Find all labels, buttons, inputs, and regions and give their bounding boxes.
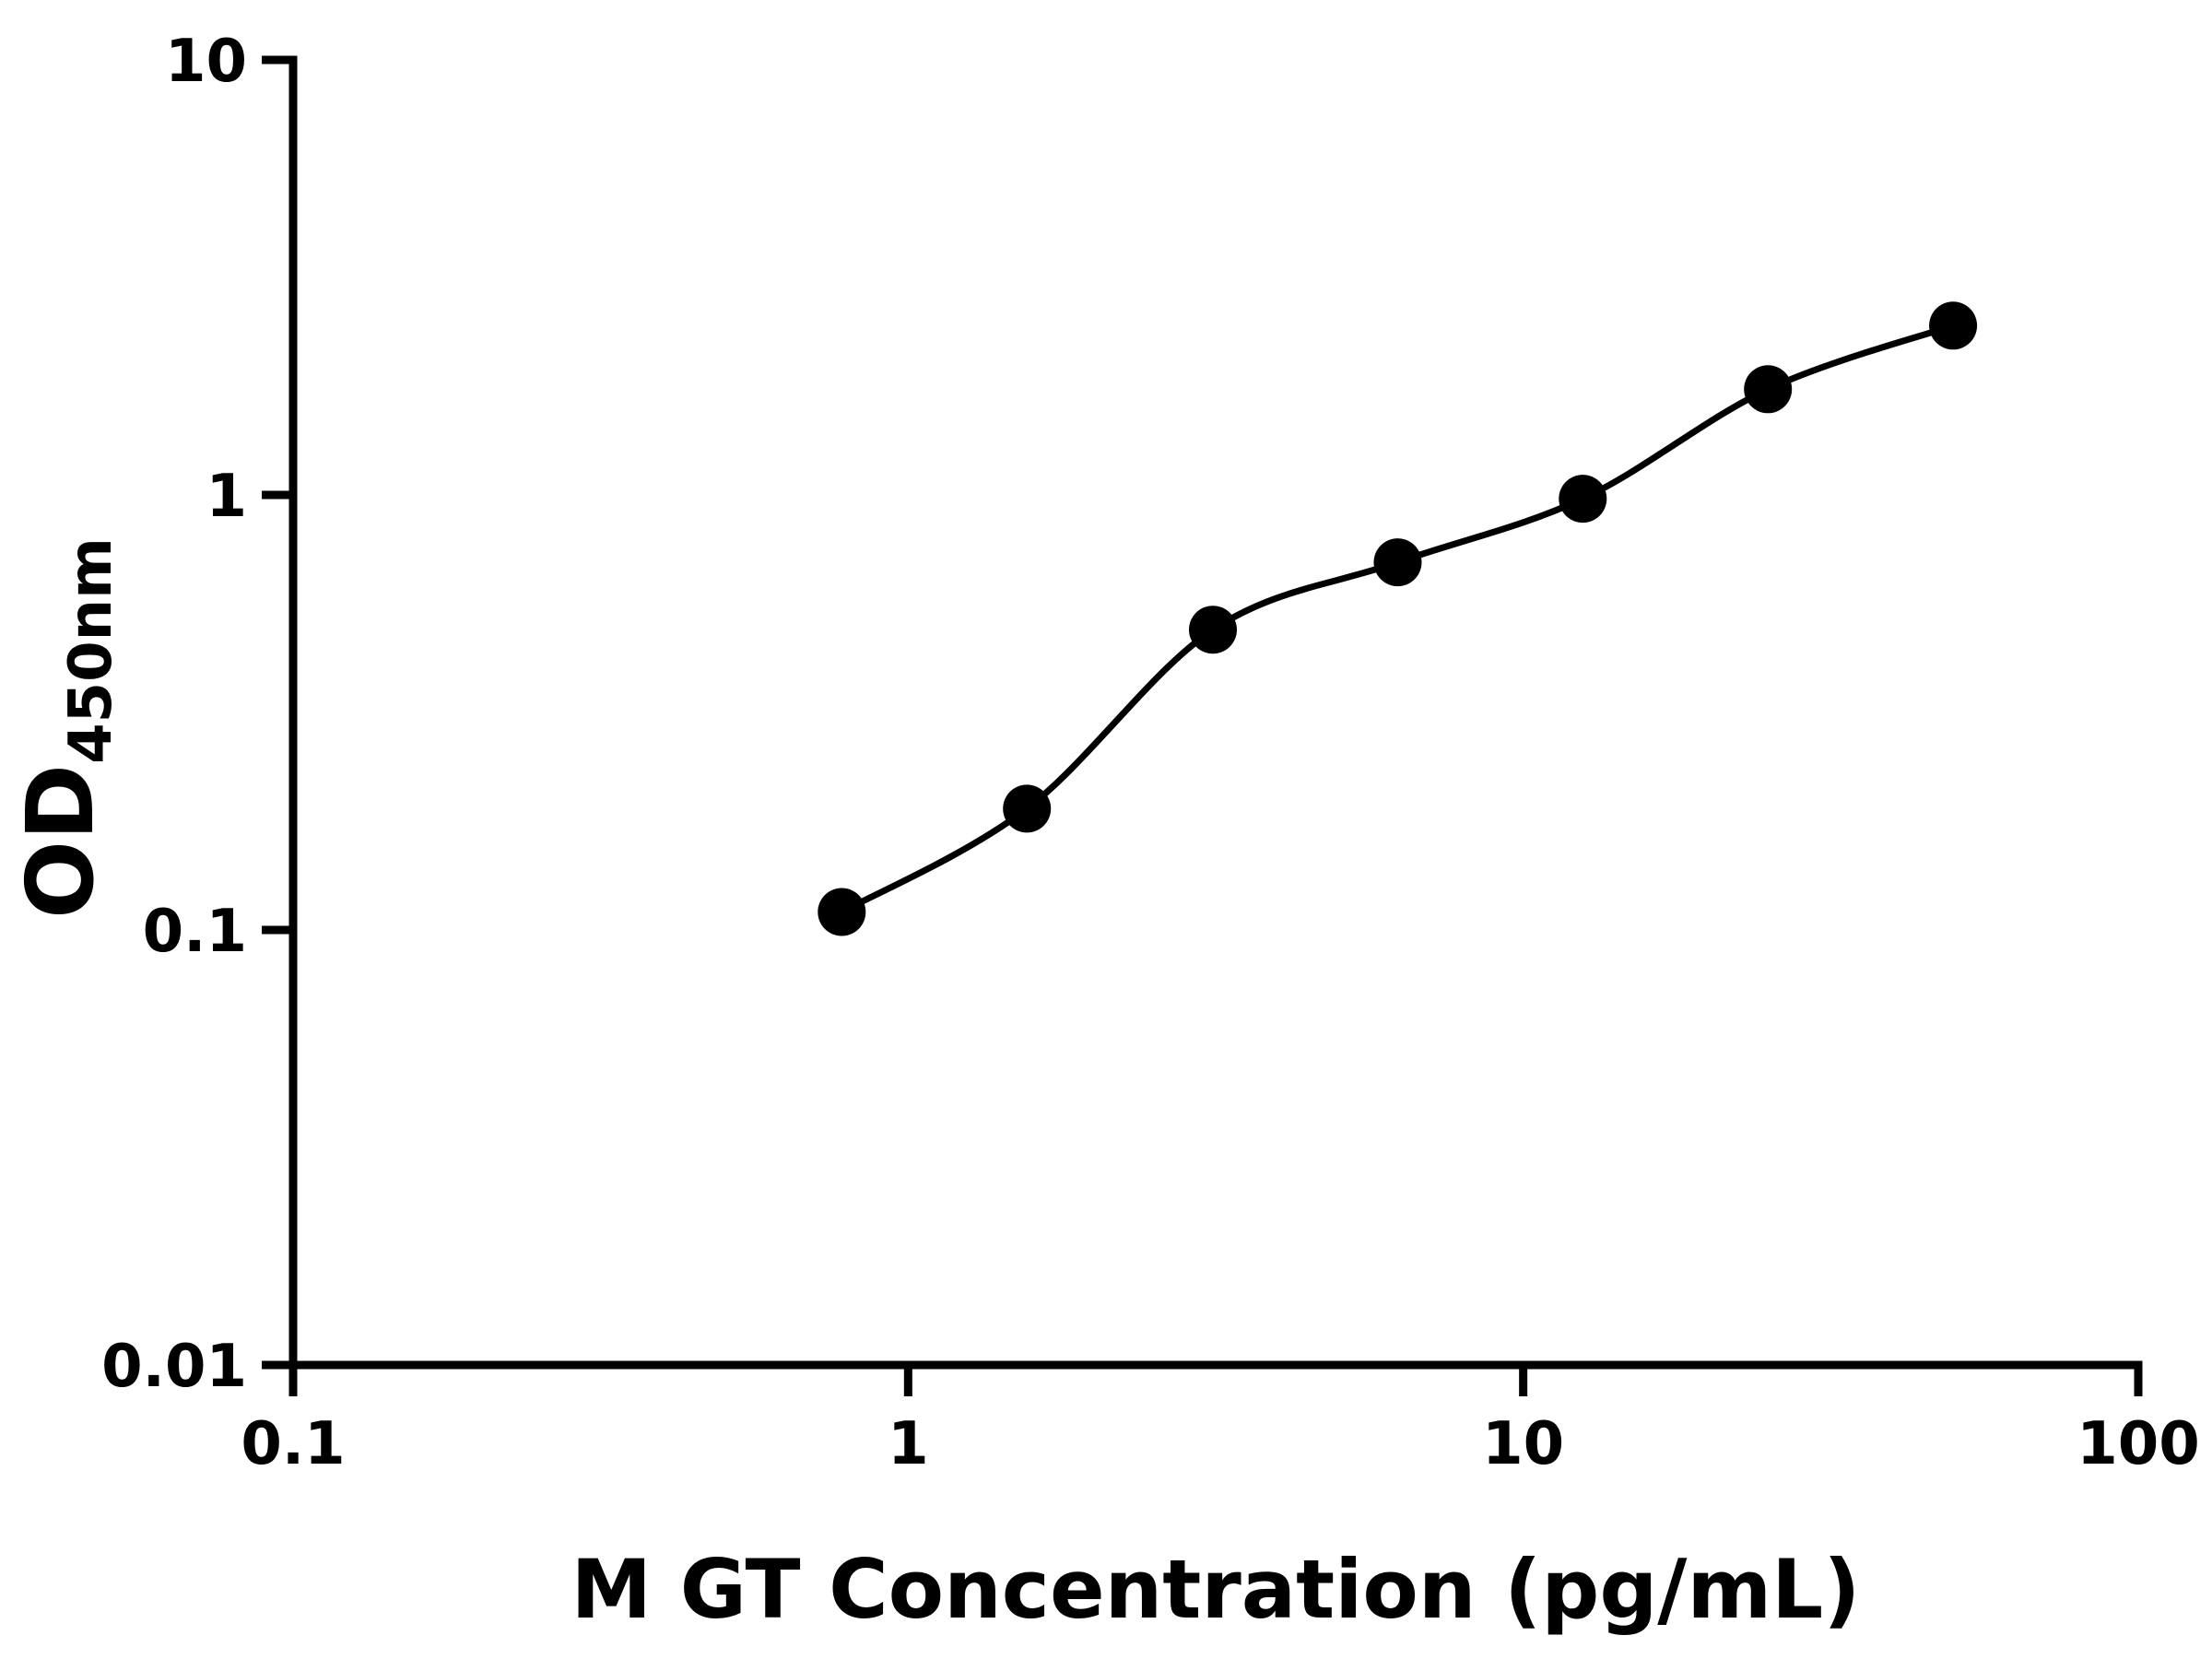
- x-tick-label: 1: [888, 1410, 929, 1478]
- x-axis-title: M GT Concentration (pg/mL): [571, 1542, 1861, 1637]
- data-point: [1929, 301, 1978, 350]
- y-tick-label: 1: [206, 463, 247, 531]
- x-tick-label: 10: [1482, 1410, 1564, 1478]
- y-axis-title-main: OD: [6, 764, 114, 919]
- data-point: [1189, 606, 1237, 654]
- x-tick-label: 0.1: [241, 1410, 345, 1478]
- x-tick-label: 100: [2077, 1410, 2200, 1478]
- y-tick-label: 0.1: [143, 898, 247, 966]
- data-point: [1559, 475, 1607, 524]
- data-point: [1373, 538, 1422, 587]
- y-tick-label: 0.01: [101, 1333, 247, 1401]
- fit-curve: [840, 322, 1955, 915]
- data-point: [1003, 784, 1052, 833]
- series-layer: [818, 301, 1978, 936]
- y-tick-label: 10: [165, 28, 247, 96]
- y-axis-title-subscript: 450nm: [57, 537, 125, 764]
- y-axis-title: OD450nm: [6, 537, 125, 919]
- data-point: [1744, 365, 1793, 414]
- data-point: [818, 888, 866, 936]
- axes-layer: 0.1 1 10 100 0.01 0.1 1 10: [101, 28, 2200, 1478]
